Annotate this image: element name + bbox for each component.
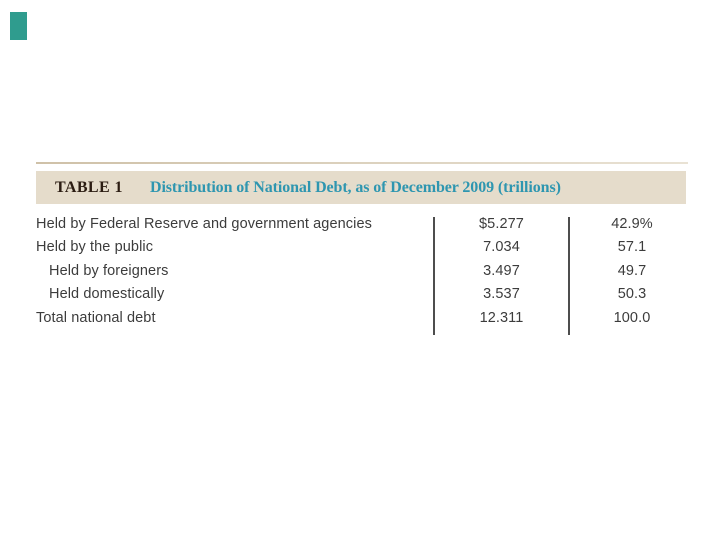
column-divider-right — [568, 217, 570, 335]
table-row: Held by foreigners 3.497 49.7 — [36, 259, 695, 283]
row-amount: 3.497 — [483, 262, 520, 279]
table-row: Total national debt 12.311 100.0 — [36, 306, 695, 330]
row-percent: 57.1 — [617, 239, 647, 256]
slide-accent-square — [10, 12, 27, 40]
table-top-rule — [36, 162, 688, 164]
row-amount: 7.034 — [483, 239, 520, 256]
table-row: Held by the public 7.034 57.1 — [36, 236, 695, 260]
row-amount: $5.277 — [479, 215, 524, 232]
table-row: Held by Federal Reserve and government a… — [36, 212, 695, 236]
row-label: Held domestically — [49, 286, 165, 303]
table-body: Held by Federal Reserve and government a… — [36, 212, 695, 330]
table-number-label: TABLE 1 — [55, 178, 123, 196]
row-amount: 12.311 — [479, 309, 524, 326]
row-percent: 49.7 — [617, 262, 647, 279]
table-title: Distribution of National Debt, as of Dec… — [150, 178, 561, 196]
table-header-band: TABLE 1 Distribution of National Debt, a… — [36, 171, 686, 204]
row-amount: 3.537 — [483, 286, 520, 303]
table-row: Held domestically 3.537 50.3 — [36, 283, 695, 307]
row-label: Held by foreigners — [49, 262, 169, 279]
row-label: Total national debt — [36, 309, 156, 326]
row-percent: 50.3 — [617, 286, 647, 303]
row-percent: 42.9% — [611, 215, 653, 232]
column-divider-left — [433, 217, 435, 335]
row-label: Held by Federal Reserve and government a… — [36, 215, 372, 232]
row-percent: 100.0 — [613, 309, 651, 326]
row-label: Held by the public — [36, 239, 154, 256]
